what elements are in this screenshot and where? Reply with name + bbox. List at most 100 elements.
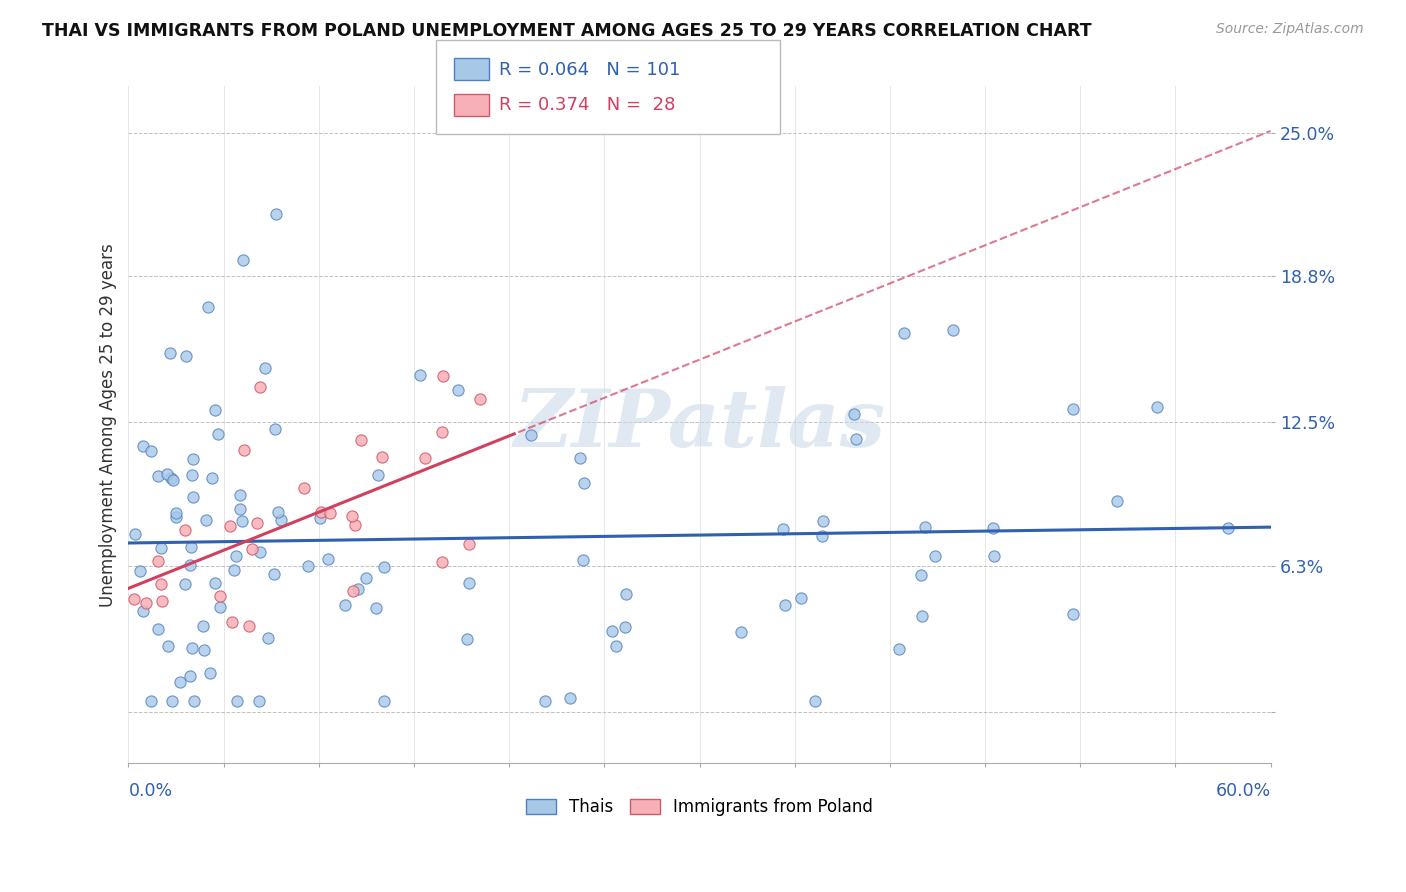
Text: THAI VS IMMIGRANTS FROM POLAND UNEMPLOYMENT AMONG AGES 25 TO 29 YEARS CORRELATIO: THAI VS IMMIGRANTS FROM POLAND UNEMPLOYM… [42,22,1092,40]
Point [179,668,201,682]
Point [169,674,191,689]
Point [247,693,270,707]
Point [263,422,285,436]
Point [124,526,146,541]
Legend: Thais, Immigrants from Poland: Thais, Immigrants from Poland [519,791,880,822]
Point [132,438,155,452]
Point [614,587,637,601]
Point [408,368,430,383]
Point [458,575,481,590]
Point [340,508,363,523]
Point [571,553,593,567]
Point [447,383,470,397]
Point [166,509,188,524]
Point [146,554,169,568]
Point [333,598,356,612]
Point [231,514,253,528]
Point [253,361,276,376]
Point [1216,521,1239,535]
Point [347,582,370,596]
Point [772,522,794,536]
Point [181,452,204,467]
Point [911,609,934,624]
Point [139,444,162,458]
Point [208,589,231,603]
Text: 0.0%: 0.0% [128,781,173,799]
Y-axis label: Unemployment Among Ages 25 to 29 years: Unemployment Among Ages 25 to 29 years [100,243,117,607]
Point [373,560,395,574]
Point [249,545,271,559]
Point [366,601,388,615]
Point [181,640,204,655]
Point [371,450,394,464]
Text: Source: ZipAtlas.com: Source: ZipAtlas.com [1216,22,1364,37]
Point [204,403,226,417]
Point [156,467,179,482]
Point [319,506,342,520]
Point [135,596,157,610]
Point [1062,402,1084,417]
Point [413,450,436,465]
Point [309,510,332,524]
Point [456,632,478,647]
Point [173,523,195,537]
Point [560,691,582,706]
Text: ZIPatlas: ZIPatlas [513,386,886,464]
Point [790,591,813,606]
Point [246,516,269,531]
Point [146,468,169,483]
Point [150,576,173,591]
Point [266,505,288,519]
Point [201,471,224,485]
Point [165,506,187,520]
Point [534,693,557,707]
Point [270,513,292,527]
Point [294,482,316,496]
Point [183,693,205,707]
Point [1105,493,1128,508]
Point [614,620,637,634]
Point [775,598,797,612]
Point [342,584,364,599]
Point [233,442,256,457]
Point [893,326,915,341]
Point [225,693,247,707]
Point [238,619,260,633]
Point [207,426,229,441]
Point [197,300,219,314]
Point [176,349,198,363]
Point [221,615,243,630]
Point [981,521,1004,535]
Point [574,475,596,490]
Point [804,693,827,707]
Point [924,549,946,564]
Point [204,576,226,591]
Point [160,693,183,707]
Point [297,558,319,573]
Point [309,506,332,520]
Point [349,433,371,447]
Point [730,625,752,640]
Point [430,425,453,439]
Point [131,604,153,618]
Point [232,253,254,268]
Point [367,467,389,482]
Point [983,549,1005,564]
Point [432,369,454,384]
Point [174,577,197,591]
Point [256,632,278,646]
Point [193,642,215,657]
Point [264,207,287,221]
Point [124,591,146,606]
Point [208,599,231,614]
Point [179,558,201,573]
Point [180,468,202,483]
Point [150,541,173,555]
Point [373,693,395,707]
Point [914,520,936,534]
Point [842,407,865,421]
Text: R = 0.064   N = 101: R = 0.064 N = 101 [499,61,681,78]
Point [568,451,591,466]
Text: 60.0%: 60.0% [1215,781,1271,799]
Point [229,488,252,502]
